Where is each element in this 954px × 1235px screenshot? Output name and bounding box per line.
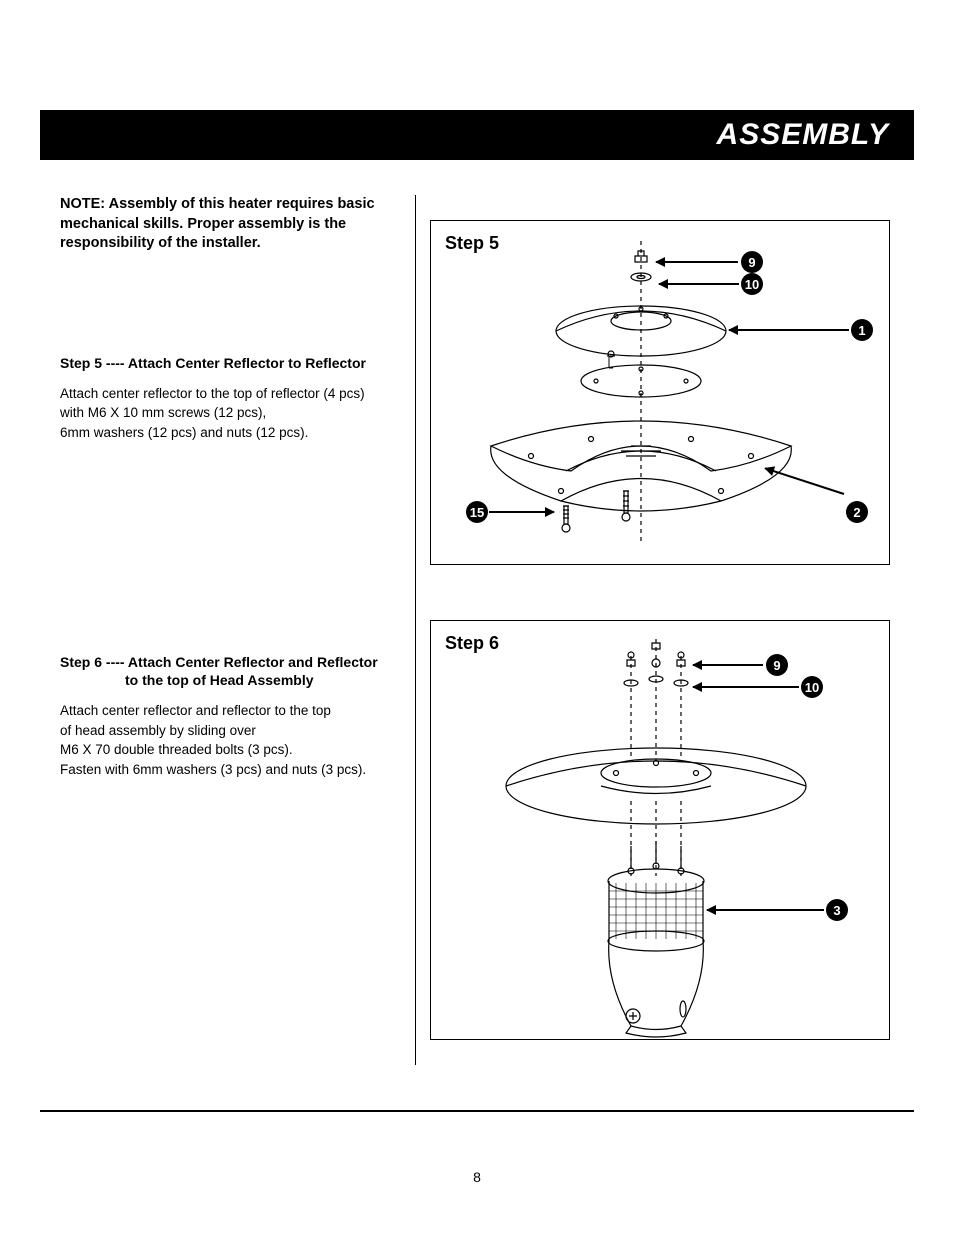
step5-body-line2: with M6 X 10 mm screws (12 pcs), — [60, 403, 390, 423]
step6-text: Step 6 ---- Attach Center Reflector and … — [60, 653, 390, 780]
step6-title-line2: to the top of Head Assembly — [60, 671, 390, 689]
arrow-1 — [729, 329, 849, 331]
callout-9-s6: 9 — [766, 654, 788, 676]
arrow-9 — [656, 261, 738, 263]
callout-2: 2 — [846, 501, 868, 523]
step6-body: Attach center reflector and reflector to… — [60, 701, 390, 779]
header-bar: ASSEMBLY — [40, 110, 914, 160]
step6-title-line1: Step 6 ---- Attach Center Reflector and … — [60, 654, 378, 670]
step6-body-line3: M6 X 70 double threaded bolts (3 pcs). — [60, 740, 390, 760]
arrow-3 — [707, 909, 824, 911]
left-column: NOTE: Assembly of this heater requires b… — [60, 195, 390, 819]
step5-body-line3: 6mm washers (12 pcs) and nuts (12 pcs). — [60, 423, 390, 443]
callout-9: 9 — [741, 251, 763, 273]
header-title: ASSEMBLY — [717, 118, 889, 152]
step5-body-line1: Attach center reflector to the top of re… — [60, 384, 390, 404]
bottom-rule — [40, 1110, 914, 1112]
arrow-10-s6 — [693, 686, 799, 688]
callout-10-s6: 10 — [801, 676, 823, 698]
arrow-9-s6 — [693, 664, 763, 666]
vertical-divider — [415, 195, 416, 1065]
step6-body-line1: Attach center reflector and reflector to… — [60, 701, 390, 721]
content-area: NOTE: Assembly of this heater requires b… — [60, 195, 894, 1115]
step5-text: Step 5 ---- Attach Center Reflector to R… — [60, 354, 390, 443]
arrow-10 — [659, 283, 739, 285]
step6-diagram: Step 6 — [430, 620, 890, 1040]
step5-body: Attach center reflector to the top of re… — [60, 384, 390, 443]
callout-10: 10 — [741, 273, 763, 295]
arrow-15 — [489, 511, 554, 513]
callout-1: 1 — [851, 319, 873, 341]
page-number: 8 — [0, 1169, 954, 1185]
step5-diagram-svg — [431, 221, 891, 566]
step5-title: Step 5 ---- Attach Center Reflector to R… — [60, 354, 390, 372]
step6-title: Step 6 ---- Attach Center Reflector and … — [60, 653, 390, 689]
step6-body-line4: Fasten with 6mm washers (3 pcs) and nuts… — [60, 760, 390, 780]
callout-3: 3 — [826, 899, 848, 921]
callout-15: 15 — [466, 501, 488, 523]
assembly-note: NOTE: Assembly of this heater requires b… — [60, 195, 390, 254]
right-column: Step 5 — [430, 220, 894, 1040]
step5-diagram: Step 5 — [430, 220, 890, 565]
step6-body-line2: of head assembly by sliding over — [60, 721, 390, 741]
